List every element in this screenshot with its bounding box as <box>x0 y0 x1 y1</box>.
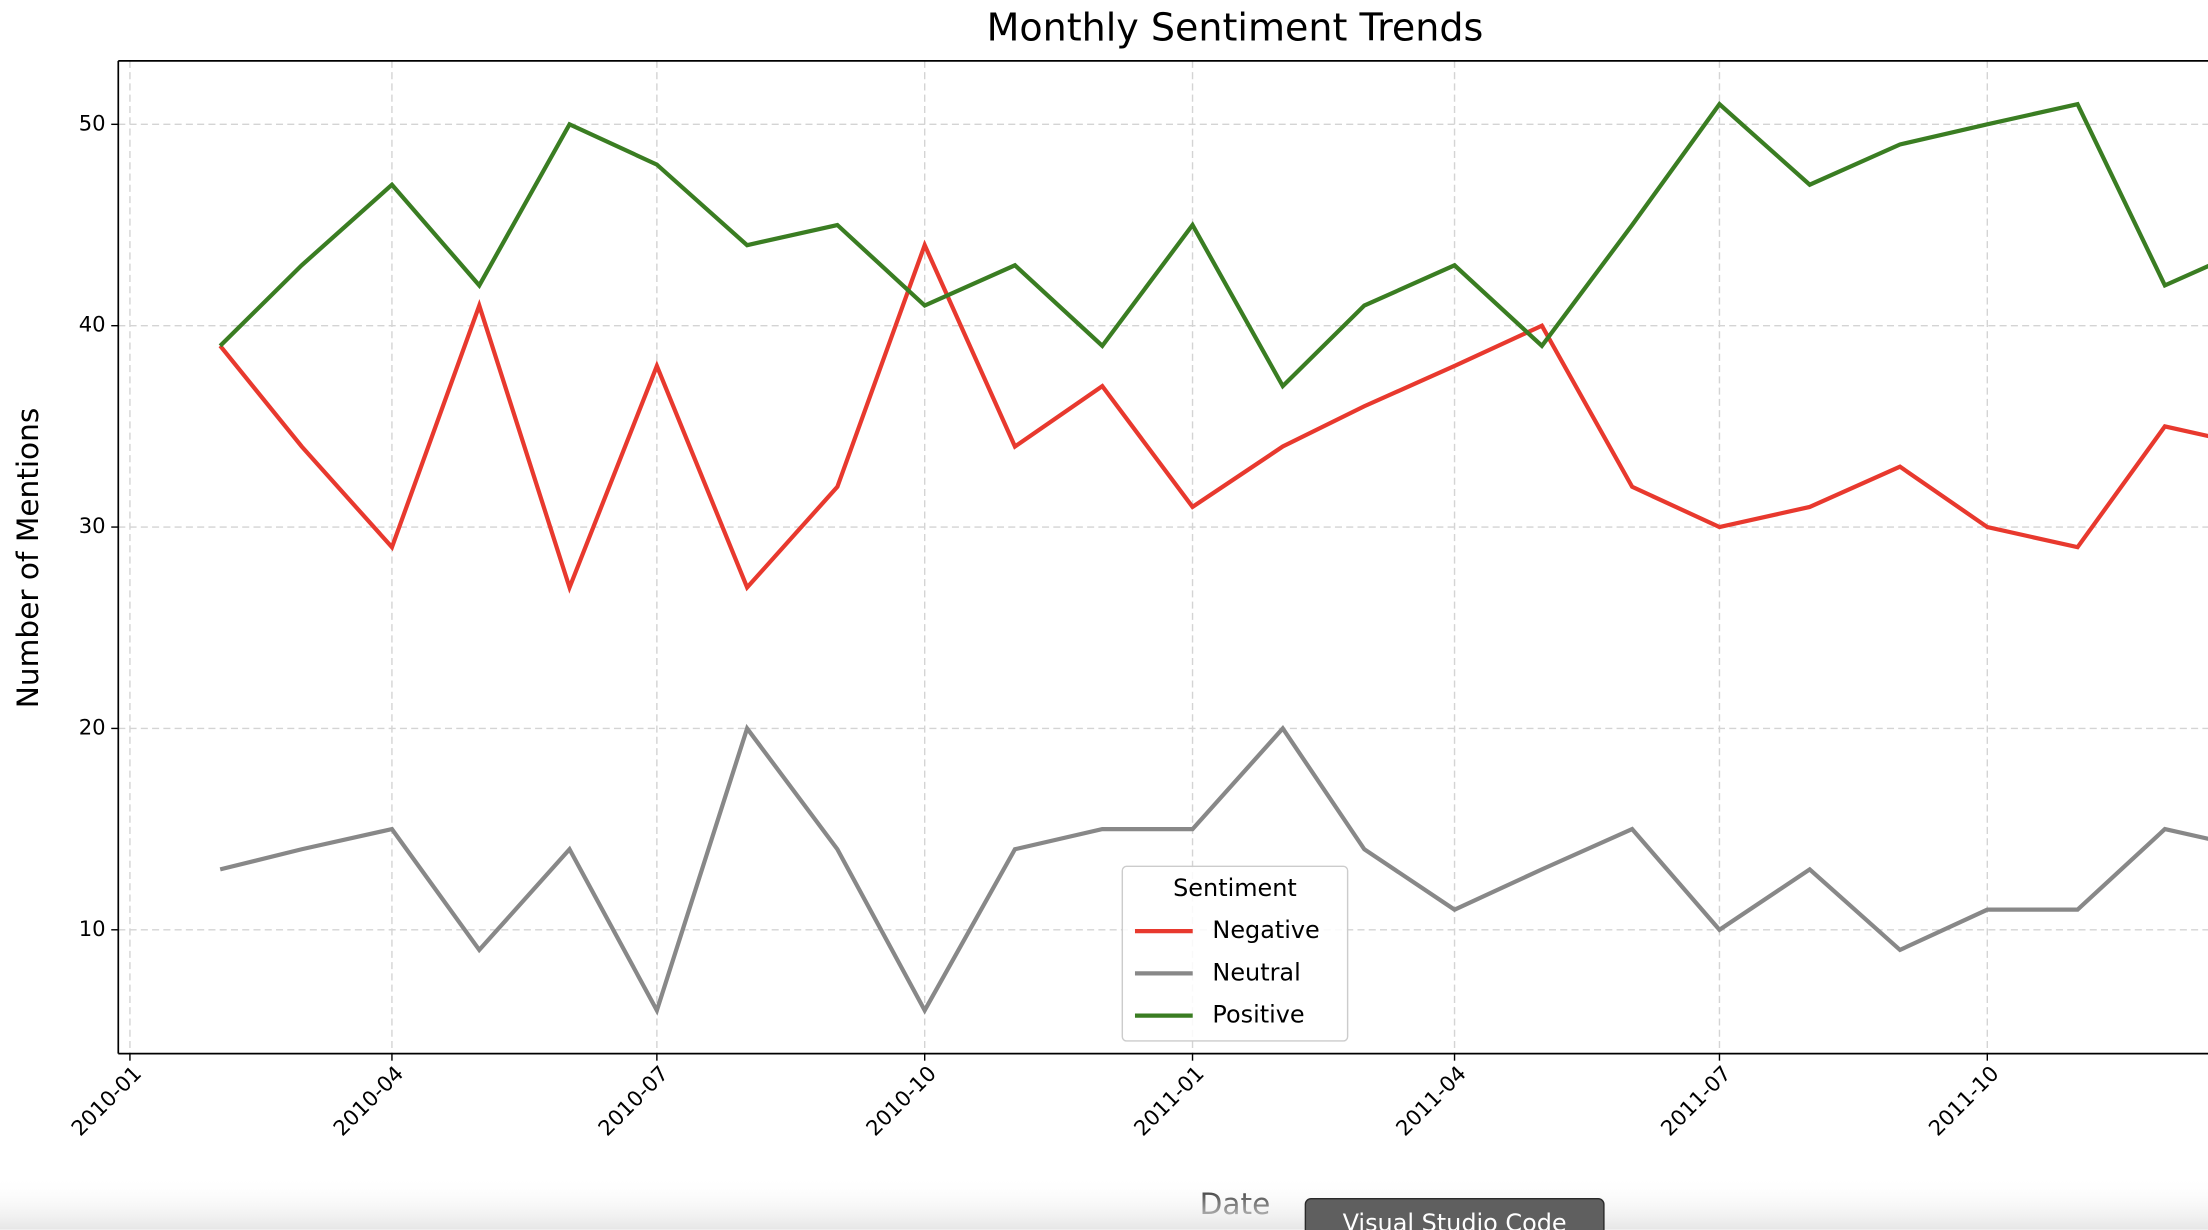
y-tick-label: 40 <box>79 312 106 337</box>
y-axis-label: Number of Mentions <box>11 408 45 709</box>
series-line <box>219 723 2208 1016</box>
x-tick-label: 2010-04 <box>328 1061 408 1141</box>
tooltip: Visual Studio Code <box>1304 1197 1605 1230</box>
x-tick-label: 2011-04 <box>1391 1061 1471 1141</box>
tooltip-text: Visual Studio Code <box>1343 1209 1567 1230</box>
legend: Sentiment Negative Neutral Positive <box>1121 865 1349 1042</box>
legend-title: Sentiment <box>1173 874 1297 902</box>
x-tick-label: 2011-01 <box>1129 1061 1209 1141</box>
chart-title: Monthly Sentiment Trends <box>987 5 1484 49</box>
legend-box <box>1121 865 1349 1042</box>
x-tick-label: 2010-07 <box>593 1061 673 1141</box>
x-tick-label: 2011-07 <box>1656 1061 1736 1141</box>
tooltip-box <box>1304 1197 1605 1230</box>
x-tick-label: 2011-10 <box>1923 1061 2003 1141</box>
legend-label: Negative <box>1212 916 1319 944</box>
y-tick-label: 20 <box>79 714 106 739</box>
series-line <box>218 101 2208 390</box>
y-tick-label: 50 <box>79 110 106 135</box>
legend-label: Positive <box>1212 1001 1304 1029</box>
lines <box>218 101 2208 1016</box>
y-tick-label: 30 <box>79 513 106 538</box>
x-tick-label: 2010-01 <box>66 1061 146 1141</box>
x-tick-label: 2010-10 <box>861 1061 941 1141</box>
y-tick-label: 10 <box>79 916 106 941</box>
dock-shade <box>0 1176 2208 1230</box>
legend-label: Neutral <box>1212 958 1300 986</box>
series-line <box>218 239 2208 594</box>
